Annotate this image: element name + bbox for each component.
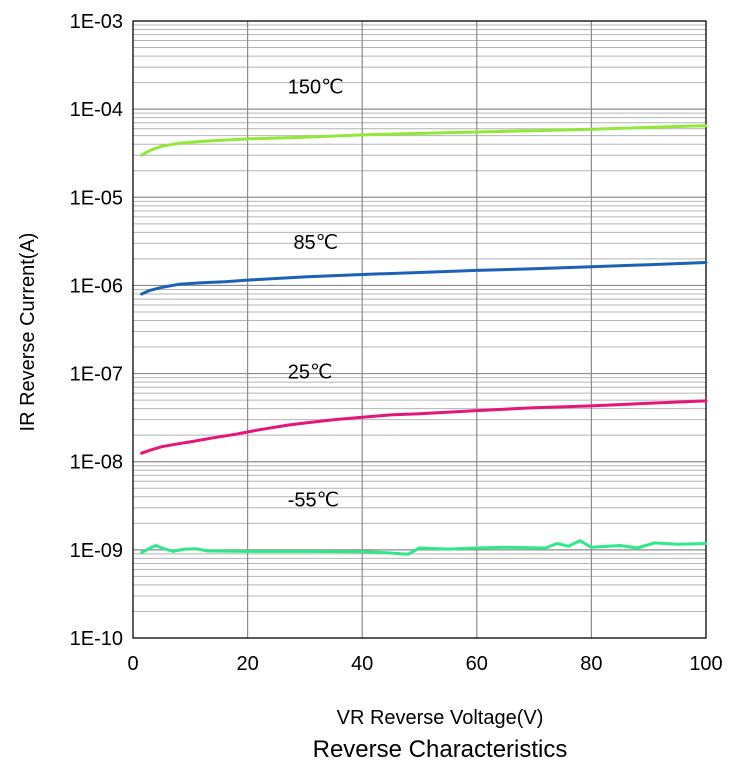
series-layer xyxy=(140,124,708,556)
chart-title: Reverse Characteristics xyxy=(313,736,568,763)
y-tick-label: 1E-09 xyxy=(70,540,123,562)
y-tick-label: 1E-07 xyxy=(70,364,123,386)
x-tick-label: 20 xyxy=(236,653,258,675)
series-labels: 150℃ 85℃ 25℃ -55℃ xyxy=(288,77,344,512)
minor-gridlines xyxy=(133,24,706,612)
x-tick-label: 40 xyxy=(351,653,373,675)
x-tick-label: 60 xyxy=(466,653,488,675)
y-tick-label: 1E-06 xyxy=(70,275,123,297)
x-tick-label: 100 xyxy=(689,653,722,675)
plot-background xyxy=(133,21,706,638)
plot-frame xyxy=(132,20,707,639)
y-tick-labels: 1E-03 1E-04 1E-05 1E-06 1E-07 1E-08 1E-09 1E-10 xyxy=(70,11,123,650)
series-line xyxy=(140,261,708,296)
x-tick-labels: 0 20 40 60 80 100 xyxy=(127,653,722,675)
y-tick-label: 1E-03 xyxy=(70,11,123,33)
y-tick-label: 1E-10 xyxy=(70,628,123,650)
series-label: 85℃ xyxy=(293,232,338,254)
y-axis-label: IR Reverse Current(A) xyxy=(17,233,39,432)
y-tick-label: 1E-05 xyxy=(70,187,123,209)
x-tick-label: 80 xyxy=(580,653,602,675)
series-line xyxy=(140,539,708,556)
series-label: 150℃ xyxy=(288,77,344,99)
x-tick-label: 0 xyxy=(127,653,138,675)
y-tick-label: 1E-08 xyxy=(70,452,123,474)
x-axis-label: VR Reverse Voltage(V) xyxy=(337,707,544,729)
series-label: 25℃ xyxy=(288,361,333,383)
series-line xyxy=(140,399,708,455)
series-label: -55℃ xyxy=(288,490,339,512)
series-line xyxy=(140,124,708,157)
y-tick-label: 1E-04 xyxy=(70,99,123,121)
